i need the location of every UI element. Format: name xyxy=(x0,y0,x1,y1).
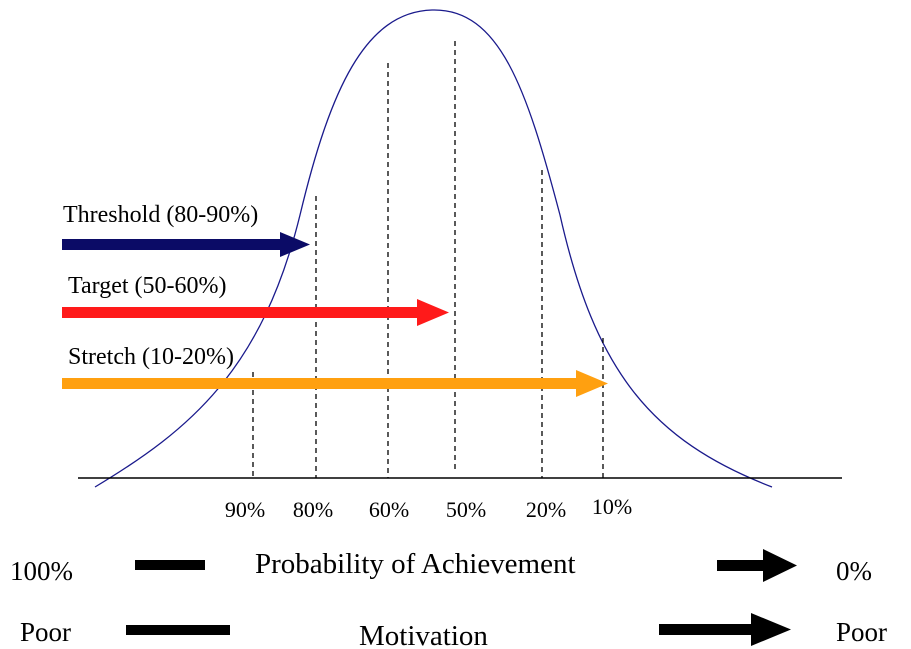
probability-bar xyxy=(135,560,205,570)
motivation-bar xyxy=(126,625,230,635)
probability-left-label: 100% xyxy=(10,556,73,586)
tick-label-80: 80% xyxy=(293,497,333,522)
motivation-arrow xyxy=(659,613,791,646)
stretch-arrow xyxy=(62,370,608,397)
tick-label-10: 10% xyxy=(592,494,632,519)
stretch-label: Stretch (10-20%) xyxy=(68,344,234,370)
target-label: Target (50-60%) xyxy=(68,273,226,299)
bell-curve xyxy=(94,9,773,488)
tick-label-20: 20% xyxy=(526,497,566,522)
probability-title: Probability of Achievement xyxy=(255,548,576,580)
tick-label-60: 60% xyxy=(369,497,409,522)
motivation-title: Motivation xyxy=(359,620,488,649)
motivation-right-label: Poor xyxy=(836,617,887,647)
tick-label-90: 90% xyxy=(225,497,265,522)
target-arrow xyxy=(62,299,449,326)
motivation-left-label: Poor xyxy=(20,617,71,647)
tick-labels: 90% 80% 60% 50% 20% 10% xyxy=(225,494,632,522)
percentile-lines xyxy=(252,41,604,478)
probability-right-label: 0% xyxy=(836,556,872,586)
probability-arrow xyxy=(717,549,797,582)
threshold-arrow xyxy=(62,232,310,257)
threshold-label: Threshold (80-90%) xyxy=(63,202,258,228)
tick-label-50: 50% xyxy=(446,497,486,522)
